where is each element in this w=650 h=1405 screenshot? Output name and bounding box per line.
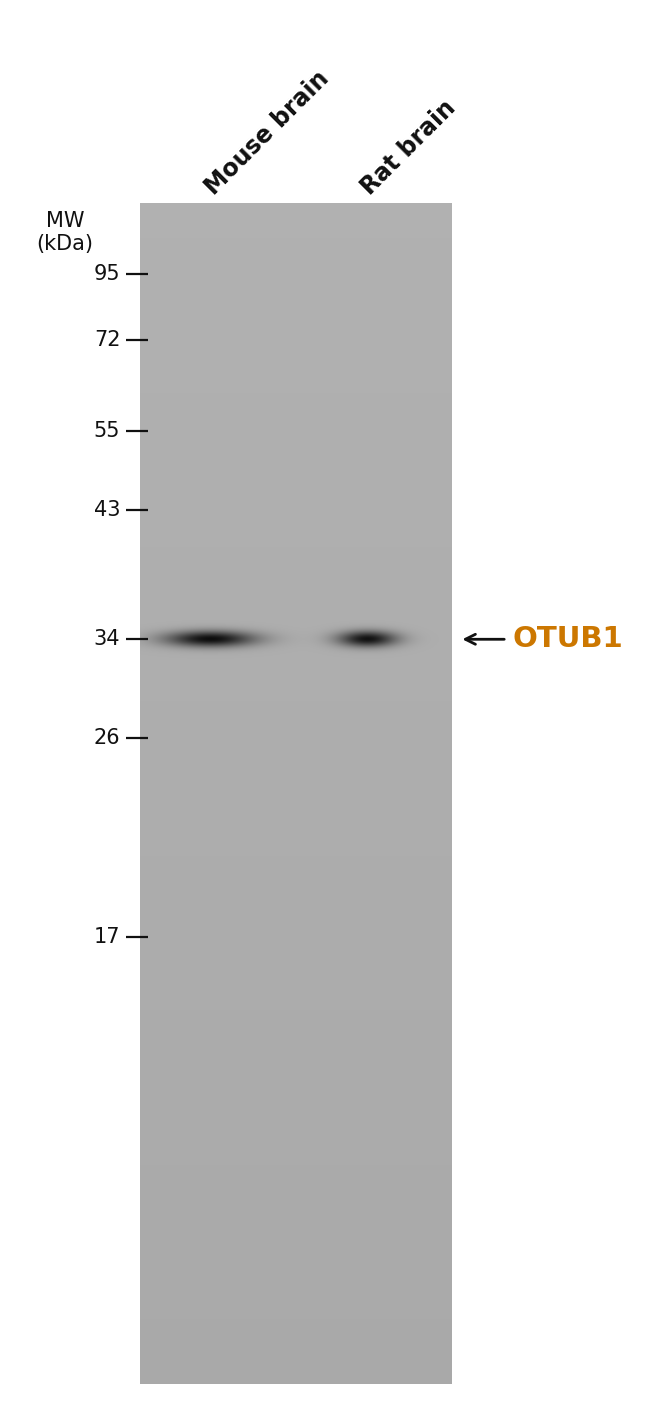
Text: 95: 95 [94, 264, 120, 284]
Text: 26: 26 [94, 728, 120, 747]
Text: OTUB1: OTUB1 [512, 625, 623, 653]
Text: 17: 17 [94, 927, 120, 947]
Text: Mouse brain: Mouse brain [201, 66, 334, 200]
Text: 34: 34 [94, 629, 120, 649]
Text: Rat brain: Rat brain [357, 96, 461, 200]
Text: 55: 55 [94, 422, 120, 441]
Text: MW
(kDa): MW (kDa) [36, 211, 94, 254]
Text: 43: 43 [94, 500, 120, 520]
Text: 72: 72 [94, 330, 120, 350]
